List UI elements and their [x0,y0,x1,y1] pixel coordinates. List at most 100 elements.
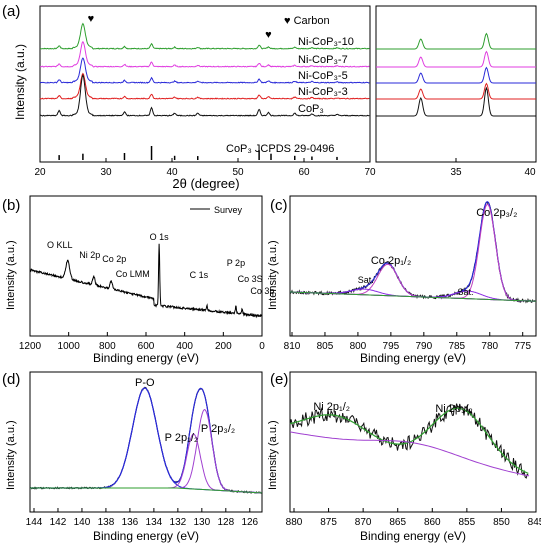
panel-c-ylabel: Intensity (a.u.) [267,240,279,310]
p2p-peak-label: P 2p₃/₂ [201,423,235,435]
carbon-heart-icon: ♥ [265,29,272,41]
panel-a-zoom-tick-label: 35 [450,167,462,178]
xrd-series-group [39,22,370,117]
ni2p-peak-label: Ni 2p₃/₂ [435,403,473,415]
panel-d-annotations: P-O P 2p₁/₂P 2p₃/₂ [135,377,235,444]
panel-c-label: (c) [270,197,288,214]
survey-peak-label: P 2p [227,258,245,268]
panel-c-tick-label: 790 [415,341,432,352]
panel-d-tick-label: 126 [241,517,258,528]
series-label-1: Ni-CoP₃-10 [298,36,354,48]
panel-d-xticks: 144 142 140 138 136 134 132 130 128 126 [26,508,259,528]
panel-a-tick-label: 50 [232,167,244,178]
xrd-line-4 [39,72,370,100]
p2p-fit-line [30,387,262,494]
panel-c-tick-label: 780 [481,341,498,352]
panel-b-label: (b) [2,197,20,214]
panel-b: (b) Survey O 1s O KLL Ni 2p Co 2p Co LMM C 1s… [2,195,274,365]
panel-c-annotations: Co 2p₃/₂ Co 2p₁/₂ Sat. Sat. [358,207,518,297]
xrd-line-1 [40,22,370,50]
survey-legend-label: Survey [214,205,243,215]
survey-peak-label: O 1s [150,232,170,242]
p2p-spectrum [29,386,263,494]
panel-a-zoom-xticks: 35 40 [450,158,537,178]
panel-d-label: (d) [2,371,20,388]
panel-a-tick-label: 70 [364,167,376,178]
panel-e-xticks: 880 875 870 865 860 855 850 845 [286,508,541,528]
xrd-zoom-line-4 [376,82,536,100]
panel-d-ylabel: Intensity (a.u.) [5,420,17,490]
panel-e-ylabel: Intensity (a.u.) [267,420,279,490]
reference-label: CoP₃ JCPDS 29-0496 [226,143,334,155]
panel-e-tick-label: 855 [459,517,476,528]
xrd-zoom-line-5 [376,86,536,117]
survey-peak-label: Co 2p [102,254,126,264]
survey-peak-label: Ni 2p [79,250,100,260]
p2p-peak-label: P-O [135,377,155,389]
panel-c-tick-label: 785 [448,341,465,352]
panel-d-tick-label: 140 [74,517,91,528]
panel-a-tick-label: 20 [34,167,46,178]
survey-peak-label: C 1s [190,270,209,280]
panel-a-xlabel: 2θ (degree) [172,176,239,191]
series-labels: Ni-CoP₃-10 Ni-CoP₃-7 Ni-CoP₃-5 Ni-CoP₃-3 CoP… [298,36,354,115]
panel-d-tick-label: 130 [193,517,210,528]
panel-d-tick-label: 138 [98,517,115,528]
panel-c-xticks: 810 805 800 795 790 785 780 775 [284,332,531,352]
panel-d-tick-label: 134 [146,517,163,528]
panel-b-tick-label: 800 [99,341,116,352]
series-label-5: CoP₃ [298,103,324,115]
survey-peak-label: O KLL [47,240,73,250]
panel-a-xticks: 20 30 40 50 60 70 [34,158,376,178]
ni2p-baseline [289,431,530,477]
co2p-peak-label: Co 2p₃/₂ [476,207,517,219]
panel-e-tick-label: 875 [320,517,337,528]
panel-c-tick-label: 775 [514,341,531,352]
panel-e-tick-label: 880 [286,517,303,528]
panel-e-tick-label: 860 [424,517,441,528]
xrd-line-2 [39,40,370,68]
panel-d-xlabel: Binding energy (eV) [93,529,199,543]
series-label-4: Ni-CoP₃-3 [298,86,348,98]
p2p-component-2 [30,433,262,494]
panel-b-tick-label: 1000 [58,341,81,352]
ni2p-peak-label: Ni 2p₁/₂ [313,401,350,413]
ni2p-spectrum [289,403,530,479]
panel-a-zoom-tick-label: 40 [524,167,536,178]
p2p-baseline [30,487,263,494]
panel-a-zoom-frame [375,5,537,163]
panel-e-tick-label: 845 [528,517,541,528]
panel-d: (d) P-O P 2p₁/₂P 2p₃/₂ Intensity (a.u.) 1… [2,371,263,543]
series-label-3: Ni-CoP₃-5 [298,70,348,82]
panel-b-xticks: 1200 1000 800 600 400 200 0 [19,332,265,352]
panel-e: (e) Ni 2p₁/₂ Ni 2p₃/₂ Intensity (a.u.) 88… [267,371,541,543]
panel-d-tick-label: 136 [122,517,139,528]
co2p-spectrum [289,201,537,304]
co2p-baseline [289,291,537,302]
panel-c-frame [289,195,537,337]
panel-b-tick-label: 600 [138,341,155,352]
panel-d-tick-label: 132 [170,517,187,528]
panel-e-tick-label: 850 [493,517,510,528]
panel-d-tick-label: 128 [217,517,234,528]
legend-carbon: ♥ Carbon [284,15,330,27]
xrd-line-3 [39,57,370,84]
series-label-2: Ni-CoP₃-7 [298,54,348,66]
xrd-zoom-line-3 [376,66,536,84]
survey-peak-label: Co 3p [250,286,274,296]
co2p-peak-label: Sat. [458,287,474,297]
ni2p-raw-line [289,403,529,479]
panel-b-tick-label: 400 [176,341,193,352]
panel-c-xlabel: Binding energy (eV) [360,351,466,365]
panel-d-tick-label: 142 [50,517,67,528]
panel-c-tick-label: 800 [350,341,367,352]
co2p-component-2 [290,263,536,302]
xrd-line-5 [39,74,370,117]
reference-lines [58,146,338,160]
panel-a-ylabel: Intensity (a.u.) [13,44,27,120]
panel-a-frame [39,5,371,163]
panel-b-annotations: O 1s O KLL Ni 2p Co 2p Co LMM C 1s P 2p Co 3S Co… [47,232,274,296]
p2p-component-1 [30,387,262,494]
co2p-peak-label: Co 2p₁/₂ [371,255,411,267]
